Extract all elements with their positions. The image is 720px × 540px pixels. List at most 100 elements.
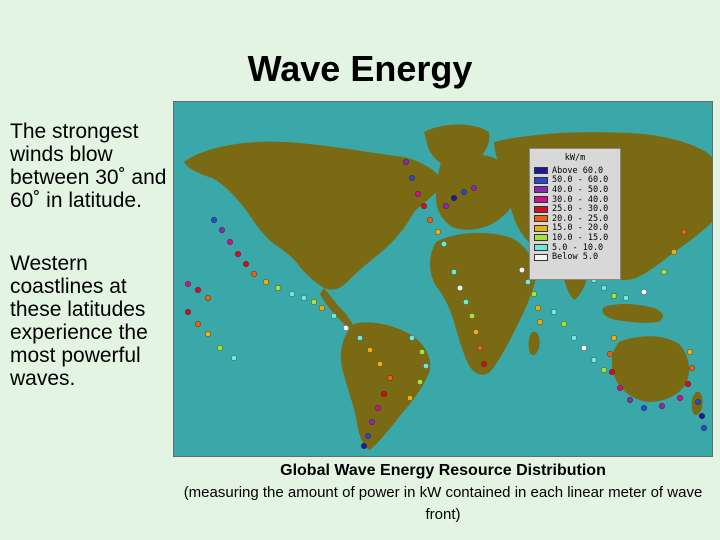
wave-dot — [356, 334, 363, 341]
wave-dot — [184, 308, 191, 315]
wave-dot — [217, 344, 224, 351]
wave-dot — [231, 354, 238, 361]
world-map — [174, 102, 712, 456]
paragraph-coastlines: Western coastlines at these latitudes ex… — [10, 252, 148, 390]
wave-dot — [695, 399, 702, 406]
wave-dot — [374, 405, 381, 412]
wave-dot — [195, 320, 202, 327]
wave-dot — [627, 397, 634, 404]
wave-energy-map: kW/m Above 60.0 50.0 - 60.0 40.0 - 50.0 … — [173, 101, 713, 457]
legend-row: 20.0 - 25.0 — [530, 214, 620, 224]
wave-dot — [406, 395, 413, 402]
wave-dot — [535, 304, 542, 311]
legend-label: 20.0 - 25.0 — [552, 213, 609, 224]
wave-dot — [451, 268, 458, 275]
wave-dot — [659, 403, 666, 410]
wave-dot — [422, 363, 429, 370]
wave-dot — [386, 375, 393, 382]
wave-dot — [601, 367, 608, 374]
wave-dot — [205, 330, 212, 337]
legend-swatch — [534, 244, 548, 252]
central-america — [320, 288, 357, 332]
wave-dot — [426, 216, 433, 223]
africa — [429, 232, 536, 375]
wave-dot — [364, 433, 371, 440]
wave-dot — [310, 298, 317, 305]
wave-dot — [525, 278, 532, 285]
wave-dot — [242, 260, 249, 267]
map-legend: kW/m Above 60.0 50.0 - 60.0 40.0 - 50.0 … — [529, 148, 621, 280]
wave-dot — [471, 184, 478, 191]
caption-subtitle: (measuring the amount of power in kW con… — [183, 484, 703, 523]
wave-dot — [376, 361, 383, 368]
slide-text: The strongest winds blow between 30˚ and… — [10, 120, 175, 430]
wave-dot — [380, 391, 387, 398]
legend-swatch — [534, 186, 548, 194]
wave-dot — [227, 238, 234, 245]
legend-label: 10.0 - 15.0 — [552, 232, 609, 243]
wave-dot — [420, 202, 427, 209]
legend-row: Below 5.0 — [530, 252, 620, 262]
wave-dot — [274, 284, 281, 291]
legend-label: Below 5.0 — [552, 252, 599, 263]
wave-dot — [402, 159, 409, 166]
wave-dot — [617, 385, 624, 392]
wave-dot — [451, 194, 458, 201]
wave-dot — [250, 270, 257, 277]
wave-dot — [300, 294, 307, 301]
legend-title: kW/m — [564, 153, 586, 163]
australia — [611, 336, 690, 402]
legend-label: Above 60.0 — [552, 165, 604, 176]
wave-dot — [441, 240, 448, 247]
wave-dot — [288, 290, 295, 297]
caption-title: Global Wave Energy Resource Distribution — [280, 462, 606, 479]
wave-dot — [219, 226, 226, 233]
legend-row: 25.0 - 30.0 — [530, 204, 620, 214]
wave-dot — [607, 350, 614, 357]
slide-title: Wave Energy — [247, 48, 473, 89]
wave-dot — [701, 425, 708, 432]
wave-dot — [519, 266, 526, 273]
legend-row: 10.0 - 15.0 — [530, 233, 620, 243]
legend-swatch — [534, 215, 548, 223]
wave-dot — [184, 280, 191, 287]
wave-dot — [457, 284, 464, 291]
legend-label: 30.0 - 40.0 — [552, 194, 609, 205]
wave-dot — [435, 228, 442, 235]
wave-dot — [262, 278, 269, 285]
wave-dot — [481, 361, 488, 368]
wave-dot — [601, 284, 608, 291]
indonesia — [602, 304, 663, 323]
wave-dot — [623, 294, 630, 301]
europe — [436, 154, 519, 230]
wave-dot — [611, 292, 618, 299]
legend-swatch — [534, 176, 548, 184]
wave-dot — [561, 320, 568, 327]
legend-row: 30.0 - 40.0 — [530, 195, 620, 205]
wave-dot — [342, 324, 349, 331]
wave-dot — [366, 346, 373, 353]
wave-dot — [661, 268, 668, 275]
wave-dot — [408, 174, 415, 181]
wave-dot — [414, 190, 421, 197]
wave-dot — [609, 369, 616, 376]
wave-dot — [211, 216, 218, 223]
wave-dot — [689, 365, 696, 372]
wave-dot — [318, 304, 325, 311]
legend-swatch — [534, 234, 548, 242]
legend-label: 15.0 - 20.0 — [552, 223, 609, 234]
wave-dot — [477, 344, 484, 351]
legend-label: 25.0 - 30.0 — [552, 204, 609, 215]
legend-label: 40.0 - 50.0 — [552, 184, 609, 195]
wave-dot — [418, 348, 425, 355]
wave-dot — [463, 298, 470, 305]
wave-dot — [205, 294, 212, 301]
legend-label: 5.0 - 10.0 — [552, 242, 604, 253]
wave-dot — [581, 344, 588, 351]
south-america — [340, 322, 431, 450]
wave-dot — [681, 228, 688, 235]
wave-dot — [368, 419, 375, 426]
wave-dot — [571, 334, 578, 341]
wave-dot — [416, 379, 423, 386]
wave-dot — [611, 334, 618, 341]
